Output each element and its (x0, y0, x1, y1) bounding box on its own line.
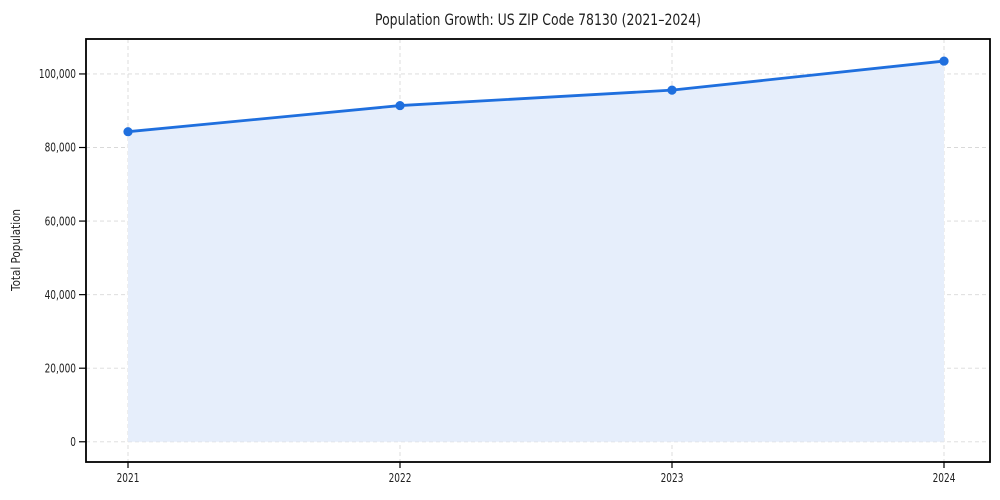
trend-line (126, 59, 946, 134)
x-tick-label: 2023 (661, 471, 684, 485)
y-tick-label: 40,000 (45, 288, 76, 302)
data-point-2022 (395, 100, 405, 111)
plot-border (85, 38, 991, 463)
y-tick-label: 20,000 (45, 361, 76, 375)
y-tick-label: 80,000 (45, 141, 76, 155)
x-tick-label: 2021 (117, 471, 140, 485)
y-tick-label: 0 (70, 435, 76, 449)
data-point-2023 (667, 85, 677, 95)
chart-title: Population Growth: US ZIP Code 78130 (20… (375, 10, 701, 29)
area-layer (128, 61, 944, 442)
data-point-2024 (939, 56, 949, 66)
area-fill (128, 61, 944, 442)
y-tick-label: 100,000 (39, 67, 76, 81)
y-tick-label: 60,000 (45, 214, 76, 228)
tick-labels-layer: 0 20,000 40,000 60,000 80,000 100,000 2021 2022… (39, 67, 955, 485)
line-layer (123, 56, 949, 137)
x-tick-label: 2024 (933, 471, 956, 485)
axes-layer (79, 38, 991, 468)
y-axis-title: Total Population (8, 209, 23, 292)
data-point-2021 (123, 127, 133, 137)
x-tick-label: 2022 (389, 471, 412, 485)
